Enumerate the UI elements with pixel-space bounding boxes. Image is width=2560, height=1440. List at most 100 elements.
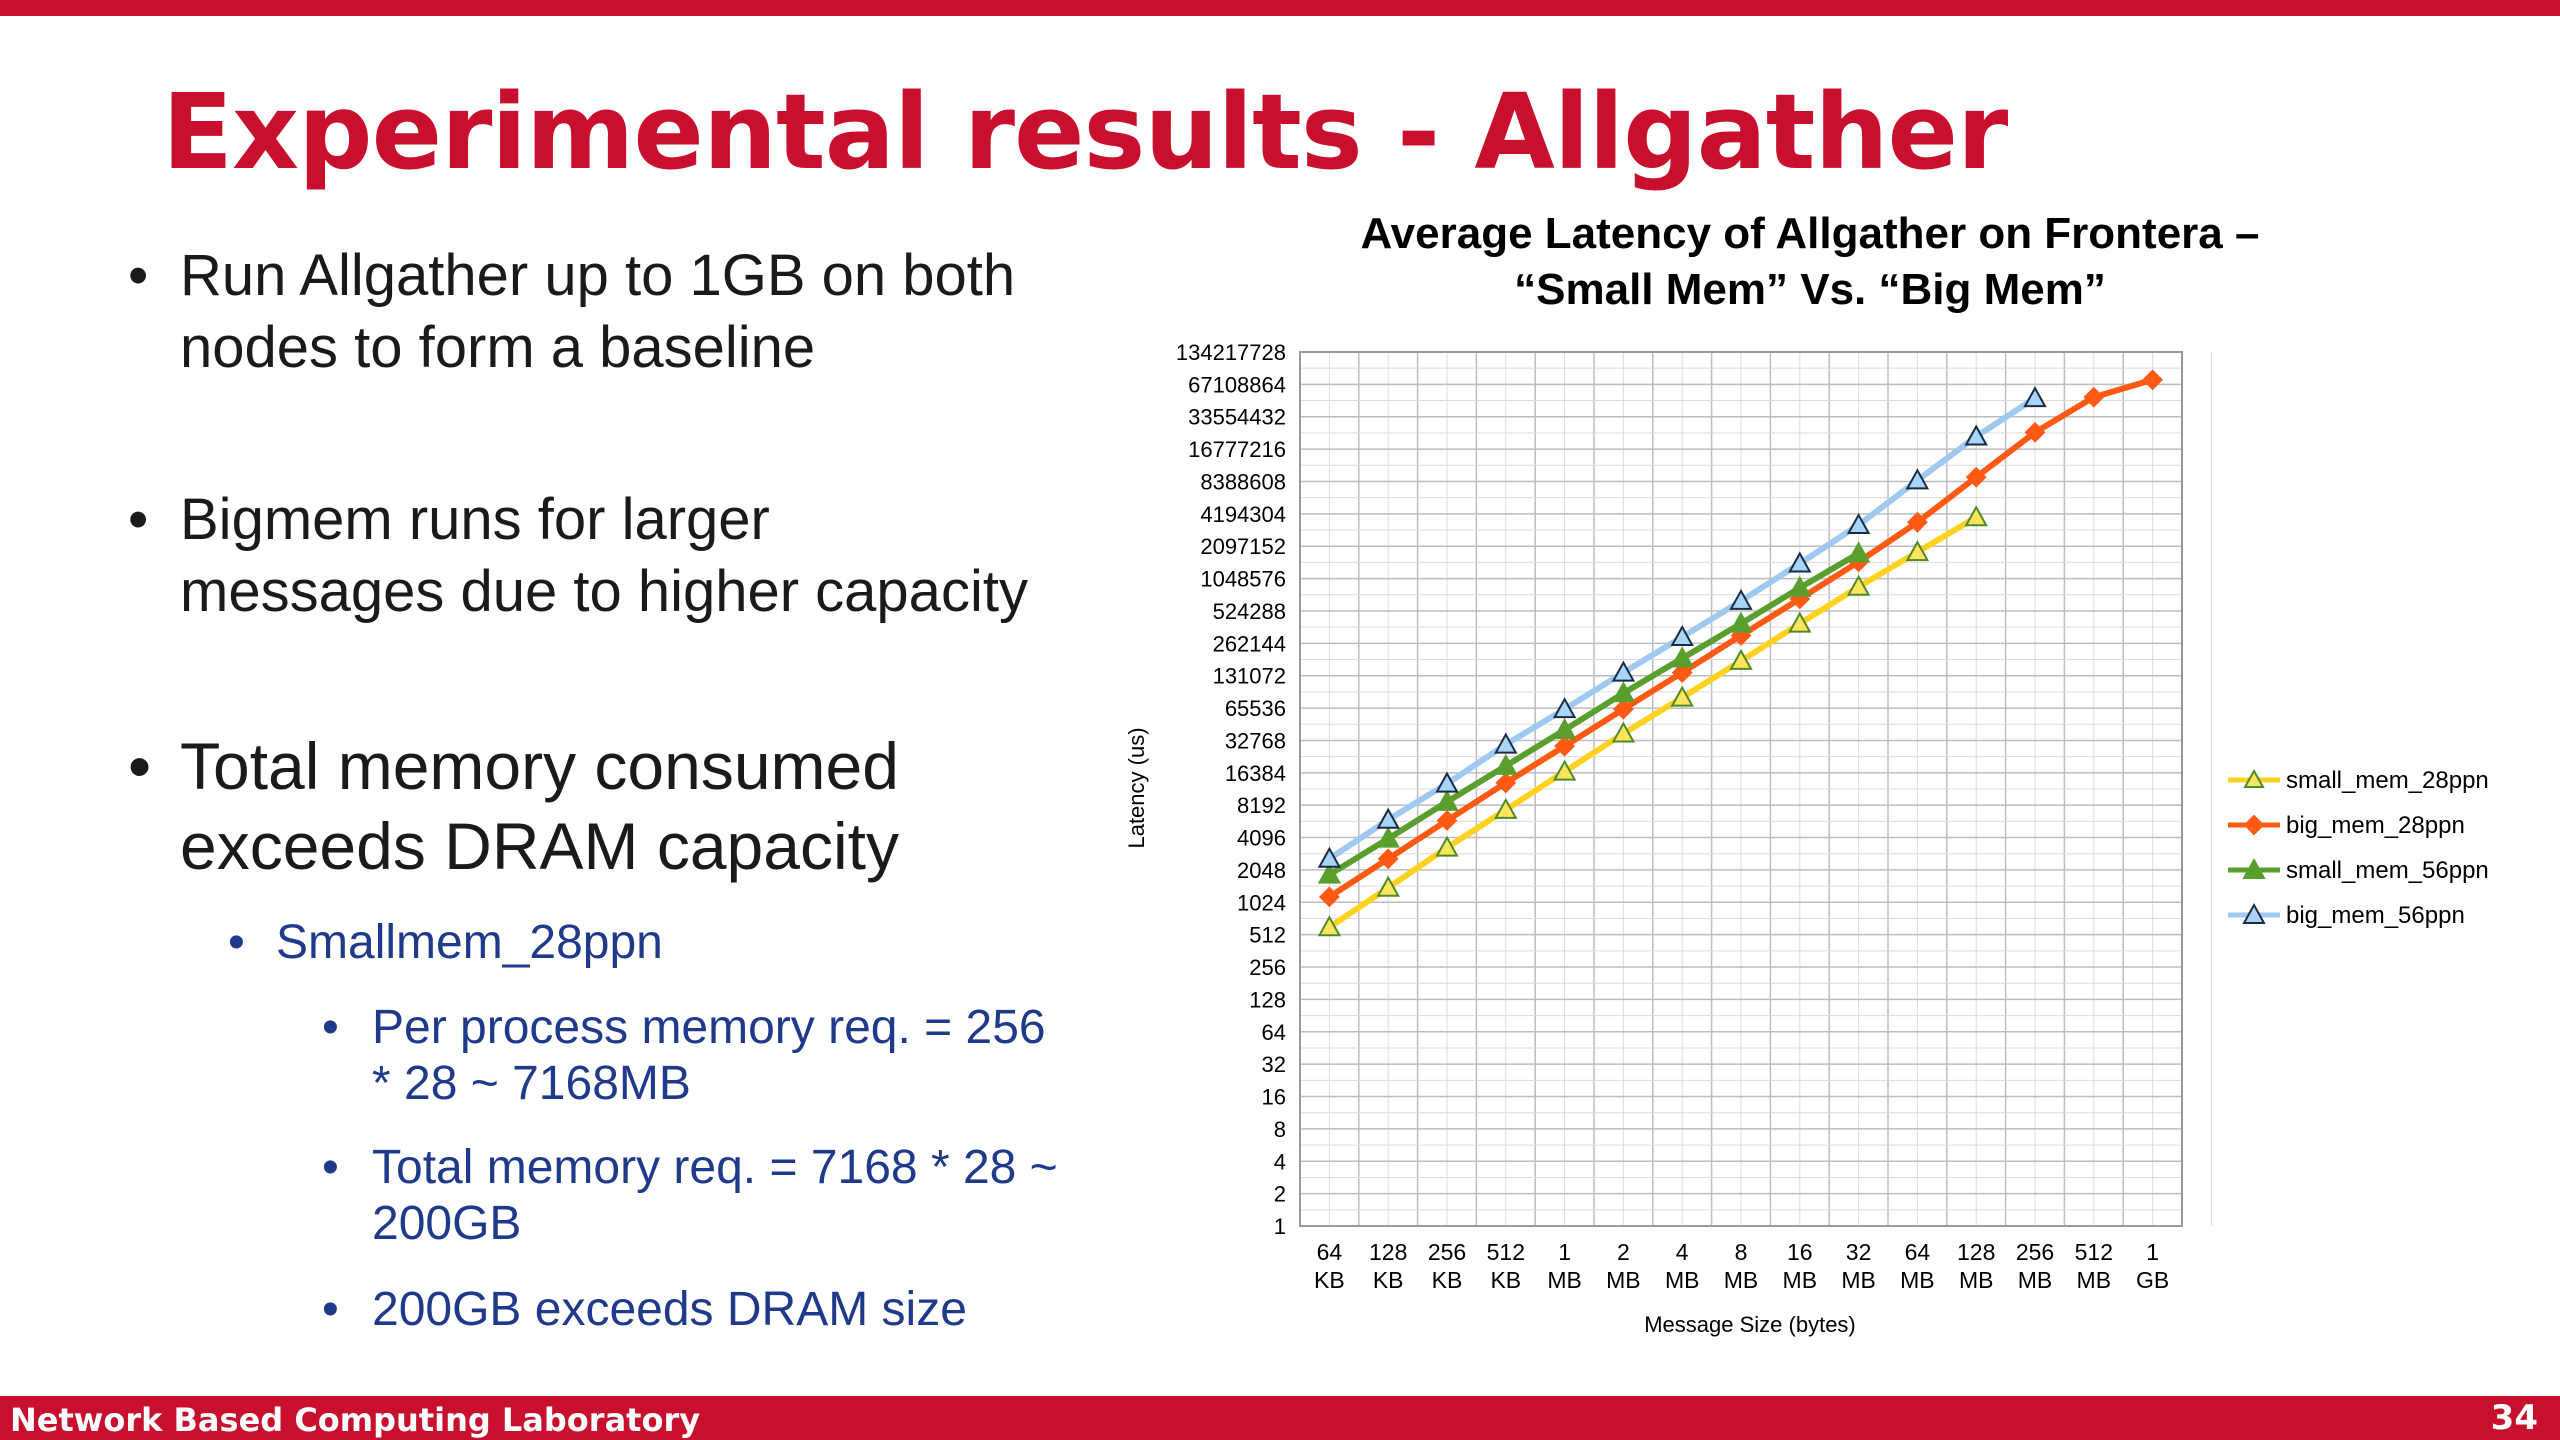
- point-big-mem-28ppn: [2142, 369, 2164, 391]
- point-small-mem-56ppn: [1435, 789, 1459, 811]
- sub-bullet-smallmem-text: Smallmem_28ppn: [276, 916, 663, 969]
- legend-marker: [2242, 902, 2266, 924]
- point-small-mem-28ppn: [1846, 574, 1871, 596]
- y-tick-label: 128: [1249, 987, 1286, 1012]
- x-tick-label: 256 KB: [1428, 1239, 1466, 1293]
- x-tick-label: 512 MB: [2075, 1239, 2113, 1293]
- point-big-mem-28ppn: [1495, 772, 1517, 794]
- x-axis-title: Message Size (bytes): [1644, 1312, 1856, 1337]
- sub-sub-bullet-1-text: Per process memory req. = 256 * 28 ~ 716…: [372, 1001, 1046, 1110]
- point-small-mem-56ppn: [1552, 717, 1577, 739]
- chart-title: Average Latency of Allgather on Frontera…: [1361, 209, 2260, 314]
- footer-lab-name: Network Based Computing Laboratory: [10, 1401, 701, 1439]
- point-big-mem-56ppn: [1435, 771, 1459, 793]
- point-big-mem-56ppn: [1846, 512, 1871, 535]
- point-small-mem-56ppn: [1611, 681, 1636, 703]
- y-tick-label: 4096: [1237, 826, 1286, 851]
- x-tick-label: 64 MB: [1900, 1239, 1935, 1293]
- point-big-mem-28ppn: [1965, 466, 1987, 488]
- bullet-dot: •: [322, 1001, 339, 1054]
- sub-sub-bullet-3: • 200GB exceeds DRAM size: [322, 1282, 1062, 1338]
- x-tick-label: 1 GB: [2136, 1239, 2169, 1293]
- point-small-mem-28ppn: [1611, 721, 1636, 743]
- bullet-dot: •: [128, 729, 152, 803]
- y-tick-label: 1048576: [1200, 567, 1286, 592]
- point-small-mem-28ppn: [1376, 875, 1400, 897]
- x-tick-label: 128 MB: [1957, 1239, 1995, 1293]
- legend: small_mem_28ppn big_mem_28ppn small_mem_56…: [2228, 767, 2489, 929]
- y-tick-label: 8: [1274, 1117, 1286, 1142]
- x-tick-label: 4 MB: [1665, 1239, 1700, 1293]
- chart-title-line-1: Average Latency of Allgather on Frontera…: [1361, 209, 2260, 258]
- point-big-mem-28ppn: [2083, 386, 2105, 408]
- legend-marker: [2243, 768, 2265, 788]
- y-tick-label: 16: [1262, 1085, 1286, 1110]
- y-tick-label: 8192: [1237, 793, 1286, 818]
- point-small-mem-28ppn: [1494, 797, 1518, 819]
- bullet-1-text: Run Allgather up to 1GB on both nodes to…: [180, 243, 1016, 380]
- x-tick-label: 128 KB: [1369, 1239, 1407, 1293]
- y-tick-label: 1024: [1237, 890, 1286, 915]
- y-tick-label: 2097152: [1200, 534, 1286, 559]
- point-small-mem-56ppn: [1788, 575, 1812, 597]
- y-tick-label: 4194304: [1200, 502, 1286, 527]
- bullet-1: • Run Allgather up to 1GB on both nodes …: [128, 240, 1028, 384]
- point-big-mem-56ppn: [1494, 732, 1518, 754]
- sub-sub-bullet-1: • Per process memory req. = 256 * 28 ~ 7…: [322, 1000, 1062, 1112]
- point-small-mem-56ppn: [1494, 753, 1518, 775]
- point-big-mem-28ppn: [1377, 848, 1399, 870]
- bullet-3: • Total memory consumed exceeds DRAM cap…: [128, 726, 1088, 886]
- x-axis-ticks: 64 KB 128 KB 256 KB 512 KB 1 MB 2 MB 4 MB 8 MB 16 MB 32 MB 6…: [1314, 1239, 2169, 1293]
- point-small-mem-28ppn: [1729, 648, 1753, 670]
- point-small-mem-28ppn: [1317, 915, 1342, 937]
- y-tick-label: 2048: [1237, 858, 1286, 883]
- y-tick-label: 524288: [1213, 599, 1286, 624]
- point-big-mem-56ppn: [2023, 386, 2047, 408]
- point-big-mem-56ppn: [1376, 807, 1400, 829]
- point-small-mem-28ppn: [1552, 759, 1577, 781]
- sub-sub-bullet-2-text: Total memory req. = 7168 * 28 ~ 200GB: [372, 1141, 1058, 1250]
- point-big-mem-56ppn: [1788, 551, 1812, 573]
- point-big-mem-56ppn: [1964, 424, 1988, 446]
- series-big-mem-56ppn: [1317, 386, 2047, 868]
- point-big-mem-56ppn: [1729, 588, 1753, 610]
- x-tick-label: 8 MB: [1724, 1239, 1759, 1293]
- y-tick-label: 262144: [1213, 631, 1286, 656]
- y-tick-label: 2: [1274, 1182, 1286, 1207]
- x-tick-label: 2 MB: [1606, 1239, 1641, 1293]
- point-small-mem-28ppn: [1964, 505, 1988, 527]
- legend-item-small-mem-28ppn: small_mem_28ppn: [2228, 767, 2489, 794]
- bullet-dot: •: [228, 916, 245, 969]
- point-small-mem-28ppn: [1435, 835, 1459, 857]
- y-tick-label: 67108864: [1188, 372, 1286, 397]
- point-big-mem-28ppn: [1554, 735, 1576, 757]
- y-axis-ticks: 134217728 67108864 33554432 16777216 8388608…: [1176, 340, 1286, 1239]
- x-tick-label: 32 MB: [1841, 1239, 1876, 1293]
- chart-title-line-2: “Small Mem” Vs. “Big Mem”: [1514, 265, 2106, 314]
- x-tick-label: 16 MB: [1783, 1239, 1818, 1293]
- point-big-mem-56ppn: [1611, 660, 1636, 682]
- x-tick-label: 512 KB: [1487, 1239, 1525, 1293]
- legend-item-big-mem-56ppn: big_mem_56ppn: [2228, 902, 2465, 929]
- y-tick-label: 32: [1262, 1052, 1286, 1077]
- point-small-mem-56ppn: [1376, 826, 1400, 848]
- y-tick-label: 64: [1262, 1020, 1286, 1045]
- top-accent-bar: [0, 0, 2560, 16]
- point-small-mem-56ppn: [1670, 646, 1694, 668]
- y-tick-label: 131072: [1213, 664, 1286, 689]
- point-big-mem-28ppn: [1671, 662, 1693, 684]
- point-big-mem-28ppn: [1436, 810, 1458, 831]
- point-big-mem-56ppn: [1552, 697, 1577, 719]
- y-tick-label: 16777216: [1188, 437, 1286, 462]
- y-tick-label: 1: [1274, 1214, 1286, 1239]
- footer-bar: [0, 1396, 2560, 1440]
- y-axis-title: Latency (us): [1124, 727, 1149, 848]
- point-small-mem-28ppn: [1670, 685, 1694, 707]
- page-number: 34: [2490, 1398, 2538, 1438]
- point-small-mem-56ppn: [1729, 611, 1753, 633]
- point-small-mem-56ppn: [1317, 862, 1342, 884]
- y-tick-label: 32768: [1225, 728, 1286, 753]
- y-tick-label: 65536: [1225, 696, 1286, 721]
- y-tick-label: 8388608: [1200, 469, 1286, 494]
- legend-item-small-mem-56ppn: small_mem_56ppn: [2228, 857, 2489, 884]
